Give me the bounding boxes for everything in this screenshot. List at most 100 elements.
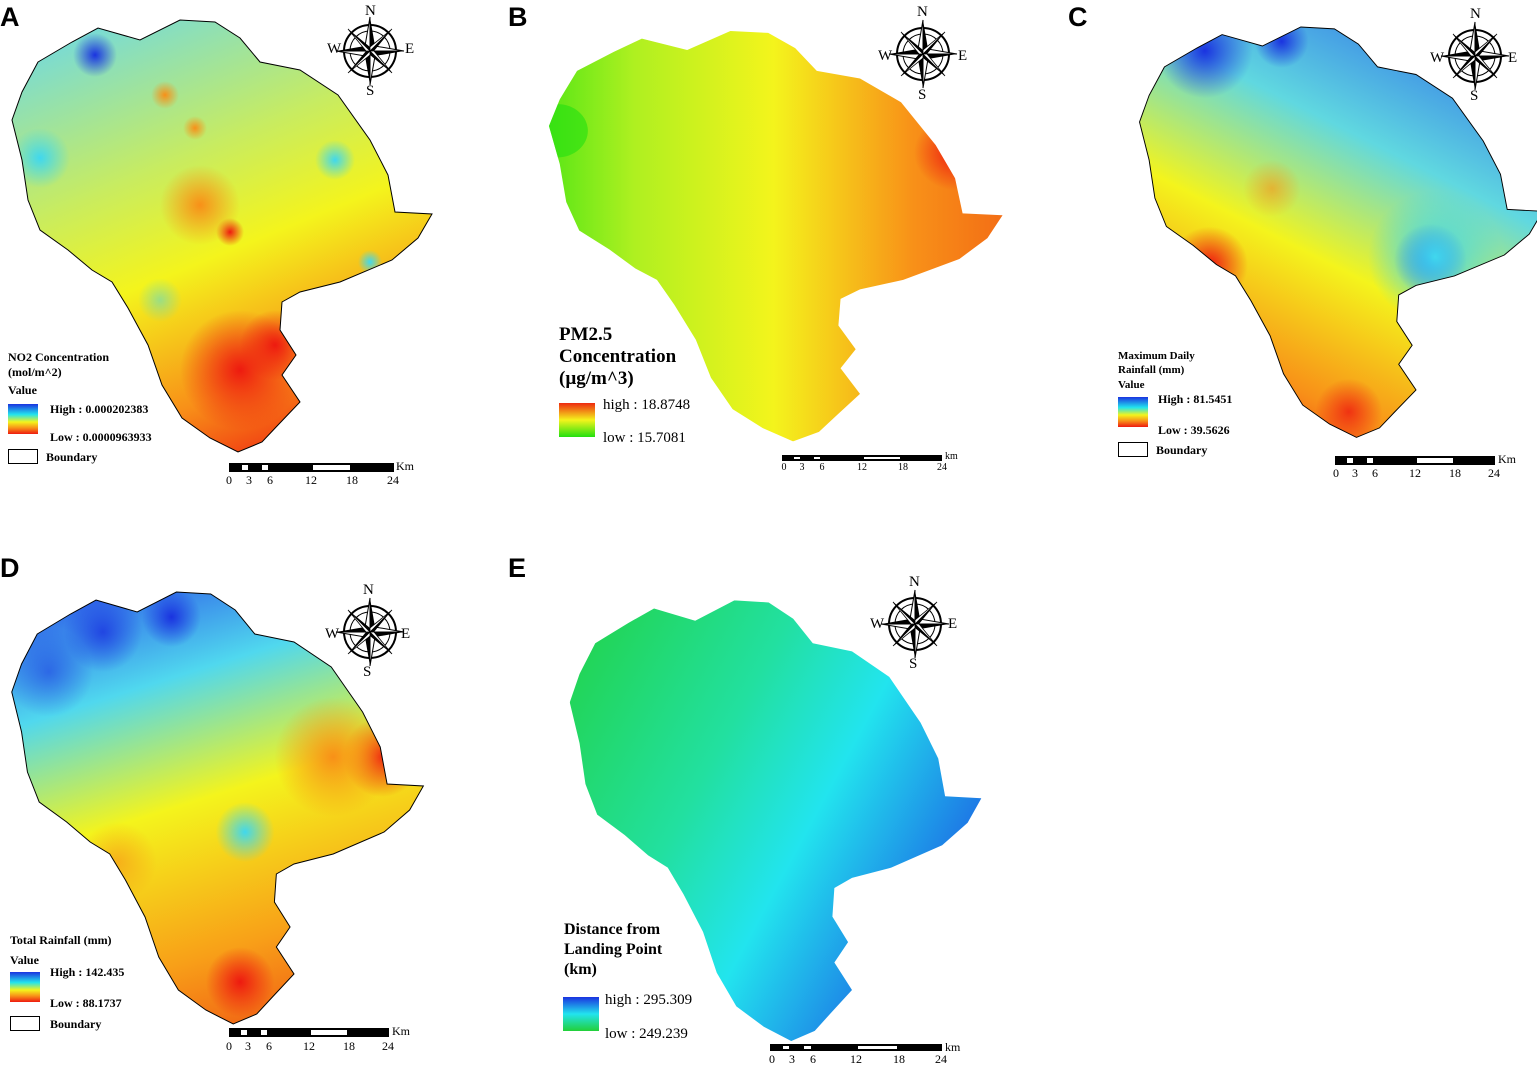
legend-high: high : 18.8748 [603,397,691,413]
compass-north: N [363,582,374,598]
legend-low: Low : 88.1737 [50,996,122,1010]
compass-east: E [1508,50,1518,66]
scale-tick: 24 [937,462,947,473]
compass-south: S [909,656,918,672]
legend-title: Maximum Daily Rainfall (mm) [1118,350,1195,376]
compass-east: E [401,626,411,642]
panel-a: A N S E W NO2 Concentration (mol/m^2) Va… [0,0,470,500]
scale-unit: Km [1498,452,1516,466]
pm25-concentration-map [548,31,1003,442]
legend-title: NO2 Concentration (mol/m^2) [8,350,109,379]
color-ramp [10,972,40,1002]
compass-north: N [365,3,376,19]
scale-tick: 3 [789,1052,795,1066]
compass-west: W [870,616,885,632]
scale-tick: 12 [857,462,867,473]
max-daily-rainfall-map [1139,26,1537,438]
boundary-label: Boundary [46,450,98,464]
scale-bar [770,1044,942,1051]
scale-tick: 24 [935,1052,947,1066]
scale-bar [229,463,394,472]
compass-south: S [1470,88,1479,104]
legend-low: low : 249.239 [605,1026,688,1042]
legend-title: PM2.5 Concentration (µg/m^3) [559,324,677,389]
scale-tick: 6 [810,1052,816,1066]
boundary-swatch [10,1016,40,1031]
compass-north: N [917,4,928,20]
no2-concentration-map [11,19,433,453]
scale-tick: 0 [781,462,787,473]
panel-letter: C [1068,2,1088,32]
scale-tick: 18 [893,1052,905,1066]
total-rainfall-map [11,591,424,1025]
legend-high: High : 142.435 [50,965,125,979]
panel-b: B N S E W PM2.5 Concentration (µg/m^3) h… [508,0,1008,500]
compass-north: N [909,574,920,590]
scale-unit: Km [396,459,414,473]
scale-unit: km [945,1040,961,1054]
compass-rose: N S E W [325,582,415,680]
scale-tick: 24 [1488,466,1500,480]
compass-south: S [366,83,375,99]
scale-tick: 18 [343,1039,355,1053]
panel-letter: E [508,553,527,583]
scale-unit: km [945,451,958,462]
scale-bar [782,455,942,461]
distance-landing-point-map [569,600,982,1042]
legend-title: Total Rainfall (mm) [10,933,112,947]
compass-south: S [363,664,372,680]
scale-tick: 12 [1409,466,1421,480]
panel-letter: B [508,2,528,32]
scale-tick: 12 [850,1052,862,1066]
compass-west: W [1430,50,1445,66]
scale-tick: 24 [387,473,399,487]
compass-west: W [325,626,340,642]
scale-tick: 6 [1372,466,1378,480]
scale-tick: 12 [305,473,317,487]
scale-tick: 24 [382,1039,394,1053]
compass-east: E [958,48,968,64]
scale-tick: 6 [267,473,273,487]
scale-tick: 18 [346,473,358,487]
compass-rose: N S E W [325,3,415,99]
panel-letter: A [0,2,20,32]
compass-north: N [1470,6,1481,22]
scale-tick: 3 [246,473,252,487]
scale-tick: 6 [266,1039,272,1053]
legend-low: low : 15.7081 [603,430,686,446]
compass-south: S [918,87,927,103]
legend-title: Distance from Landing Point (km) [564,921,663,978]
boundary-label: Boundary [1156,443,1208,457]
compass-rose: N S E W [1430,6,1520,104]
compass-rose: N S E W [870,574,960,672]
legend-value-label: Value [10,953,39,967]
color-ramp [1118,397,1148,427]
compass-east: E [405,41,415,57]
legend-value-label: Value [1118,379,1145,391]
panel-e: E N S E W Distance from Landing Point (k… [508,550,1008,1066]
scale-tick: 3 [1352,466,1358,480]
scale-tick: 18 [1449,466,1461,480]
color-ramp [559,403,595,437]
panel-d: D N S E W Total Rainfall (mm) Value High… [0,550,470,1060]
legend-high: High : 81.5451 [1158,392,1233,406]
scale-tick: 0 [226,473,232,487]
color-ramp [8,404,38,434]
panel-letter: D [0,553,20,583]
compass-rose: N S E W [878,4,968,103]
compass-west: W [878,48,893,64]
legend-high: high : 295.309 [605,992,693,1008]
scale-unit: Km [392,1024,410,1038]
boundary-swatch [1118,442,1148,457]
scale-tick: 18 [898,462,908,473]
panel-c: C N S E W Maximum Daily Rainfall (mm) Va… [1068,0,1537,500]
scale-tick: 3 [245,1039,251,1053]
scale-tick: 6 [819,462,825,473]
scale-tick: 0 [226,1039,232,1053]
boundary-label: Boundary [50,1017,102,1031]
legend-high: High : 0.000202383 [50,402,149,416]
scale-tick: 12 [303,1039,315,1053]
scale-bar [229,1028,389,1037]
boundary-swatch [8,449,38,464]
compass-west: W [327,41,342,57]
